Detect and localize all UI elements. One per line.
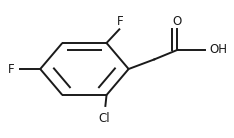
Text: Cl: Cl (98, 112, 110, 125)
Text: O: O (173, 15, 182, 28)
Text: OH: OH (209, 43, 227, 56)
Text: F: F (8, 63, 15, 75)
Text: F: F (117, 15, 124, 28)
